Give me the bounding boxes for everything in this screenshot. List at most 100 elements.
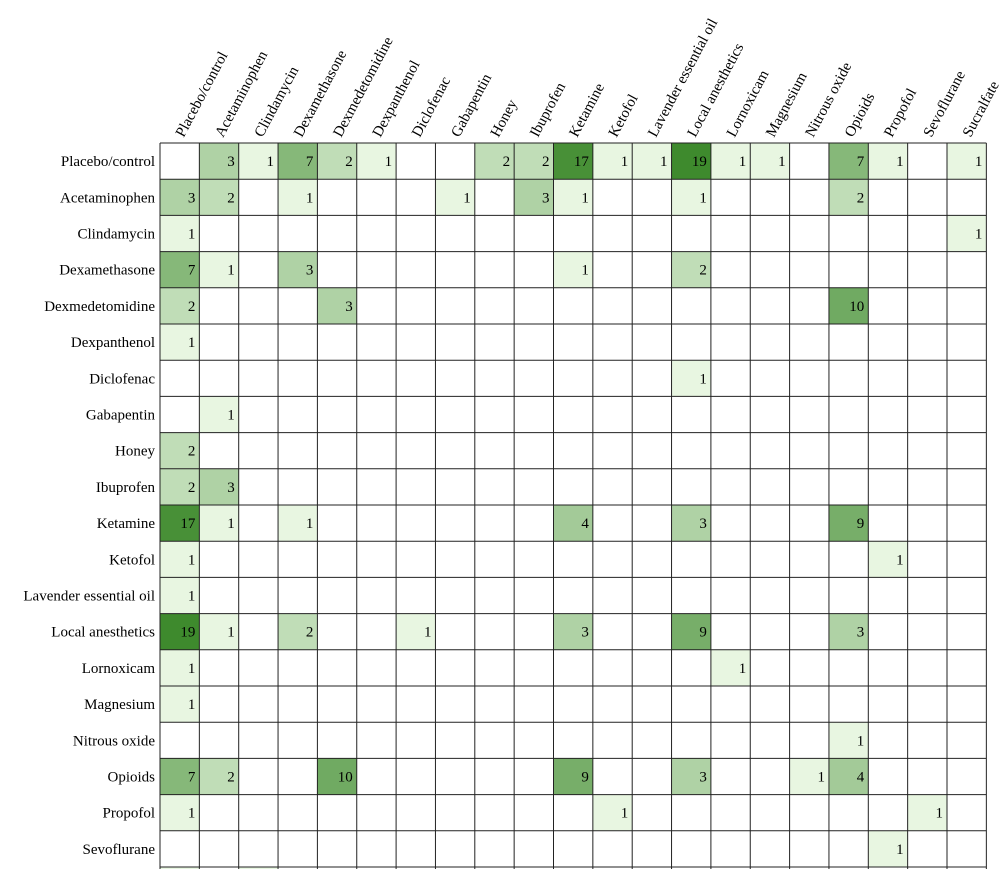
cell-value-r1-c13: 1 <box>660 154 668 170</box>
cell-value-r14-c18: 3 <box>857 625 865 641</box>
cell-value-r3-c21: 1 <box>975 227 983 243</box>
heatmap-cell-r1-c10 <box>514 143 554 180</box>
cell-value-r18-c18: 4 <box>857 770 865 786</box>
cell-value-r2-c2: 2 <box>227 190 235 206</box>
row-label-3: Clindamycin <box>78 227 156 243</box>
cell-value-r7-c14: 1 <box>699 371 707 387</box>
heatmap-cell-r5-c1 <box>160 287 200 324</box>
row-label-14: Local anesthetics <box>51 625 155 641</box>
cell-value-r2-c14: 1 <box>699 190 707 206</box>
cell-value-r4-c1: 7 <box>188 263 196 279</box>
heatmap-cell-r2-c1 <box>160 179 200 216</box>
cell-value-r12-c19: 1 <box>896 552 904 568</box>
cell-value-r14-c1: 19 <box>180 625 195 641</box>
cell-value-r6-c1: 1 <box>188 335 196 351</box>
cell-values: 3 1 7 2 1 2 2 17 1 1 19 1 1 7 1 13 2 1 1 3 1 1 21 17 1 3 1 22 3 10111… <box>180 154 983 858</box>
heatmap-cell-r4-c4 <box>278 251 318 288</box>
cell-value-r1-c3: 1 <box>267 154 275 170</box>
cell-value-r1-c6: 1 <box>385 154 393 170</box>
heatmap-cell-r6-c1 <box>160 324 200 361</box>
cell-value-r20-c19: 1 <box>896 842 904 858</box>
heatmap-cell-r18-c17 <box>789 758 829 795</box>
cell-value-r13-c1: 1 <box>188 589 196 605</box>
cell-value-r2-c8: 1 <box>463 190 471 206</box>
heatmap-cell-r7-c14 <box>671 360 711 397</box>
heatmap-cell-r2-c11 <box>553 179 593 216</box>
heatmap-cell-r2-c4 <box>278 179 318 216</box>
cell-value-r14-c14: 9 <box>699 625 707 641</box>
heatmap-cell-r1-c14 <box>671 143 711 180</box>
heatmap-cell-r15-c15 <box>710 649 751 686</box>
heatmap-cell-r1-c21 <box>947 143 987 180</box>
row-label-7: Diclofenac <box>89 371 155 387</box>
heatmap-grid <box>159 142 987 869</box>
heatmap-cell-r1-c12 <box>592 143 633 180</box>
heatmap-cell-r14-c18 <box>828 613 869 650</box>
cell-value-r10-c1: 2 <box>188 480 196 496</box>
cell-value-r1-c2: 3 <box>227 154 235 170</box>
heatmap-cell-r1-c11 <box>553 143 593 180</box>
heatmap-cell-r1-c2 <box>199 143 239 180</box>
heatmap-cell-r2-c18 <box>828 179 869 216</box>
heatmap-cell-r1-c4 <box>278 143 318 180</box>
row-label-11: Ketamine <box>97 516 156 532</box>
cell-value-r12-c1: 1 <box>188 552 196 568</box>
heatmap-cell-r21-c1 <box>160 867 200 869</box>
heatmap-cell-r1-c5 <box>317 143 357 180</box>
heatmap-cell-r19-c1 <box>160 794 200 831</box>
column-label-21: Sucralfate <box>960 78 1003 139</box>
heatmap-cell-r2-c8 <box>435 179 475 216</box>
row-label-19: Propofol <box>103 806 156 822</box>
row-label-5: Dexmedetomidine <box>44 299 155 315</box>
cell-value-r4-c11: 1 <box>581 263 589 279</box>
cell-value-r14-c7: 1 <box>424 625 432 641</box>
heatmap-cell-r2-c10 <box>514 179 554 216</box>
cell-value-r4-c14: 2 <box>699 263 707 279</box>
cell-value-r2-c4: 1 <box>306 190 314 206</box>
cell-value-r18-c5: 10 <box>338 770 353 786</box>
cell-value-r17-c18: 1 <box>857 733 865 749</box>
row-label-16: Magnesium <box>84 697 155 713</box>
cell-value-r1-c12: 1 <box>621 154 629 170</box>
heatmap-cell-r12-c1 <box>160 541 200 578</box>
row-labels: Placebo/control Acetaminophen Clindamycin D… <box>23 154 156 858</box>
cell-value-r1-c14: 19 <box>692 154 707 170</box>
heatmap-cell-r14-c4 <box>278 613 318 650</box>
heatmap-cell-r19-c12 <box>592 794 633 831</box>
heatmap-cell-r14-c2 <box>199 613 239 650</box>
heatmap-cell-r5-c18 <box>828 287 869 324</box>
heatmap-cell-r10-c2 <box>199 468 239 505</box>
heatmap-cell-r18-c1 <box>160 758 200 795</box>
heatmap-cell-r11-c4 <box>278 505 318 542</box>
cell-value-r10-c2: 3 <box>227 480 235 496</box>
heatmap-cell-r3-c1 <box>160 215 200 252</box>
heatmap-cell-r3-c21 <box>947 215 987 252</box>
heatmap-cell-r1-c16 <box>750 143 790 180</box>
heatmap-cell-r1-c15 <box>710 143 751 180</box>
column-label-9: Honey <box>488 97 521 140</box>
heatmap-cell-r11-c14 <box>671 505 711 542</box>
heatmap-cell-r4-c11 <box>553 251 593 288</box>
heatmap-cell-r15-c1 <box>160 649 200 686</box>
heatmap-cell-r18-c5 <box>317 758 357 795</box>
cell-value-r5-c5: 3 <box>345 299 353 315</box>
heatmap-cell-r1-c19 <box>868 143 908 180</box>
column-label-13: Lavender essential oil <box>645 16 721 140</box>
cell-value-r2-c10: 3 <box>542 190 550 206</box>
cell-value-r1-c15: 1 <box>739 154 747 170</box>
heatmap-cell-r20-c19 <box>868 830 908 867</box>
heatmap-cell-r18-c18 <box>828 758 869 795</box>
cell-value-r4-c4: 3 <box>306 263 314 279</box>
row-label-6: Dexpanthenol <box>71 335 155 351</box>
cell-value-r5-c1: 2 <box>188 299 196 315</box>
cell-value-r1-c19: 1 <box>896 154 904 170</box>
heatmap-cell-r2-c14 <box>671 179 711 216</box>
row-label-15: Lornoxicam <box>82 661 156 677</box>
cell-value-r14-c2: 1 <box>227 625 235 641</box>
cell-value-r14-c4: 2 <box>306 625 314 641</box>
heatmap-cell-r11-c11 <box>553 505 593 542</box>
cell-value-r16-c1: 1 <box>188 697 196 713</box>
cell-value-r4-c2: 1 <box>227 263 235 279</box>
heatmap-cell-r11-c2 <box>199 505 239 542</box>
